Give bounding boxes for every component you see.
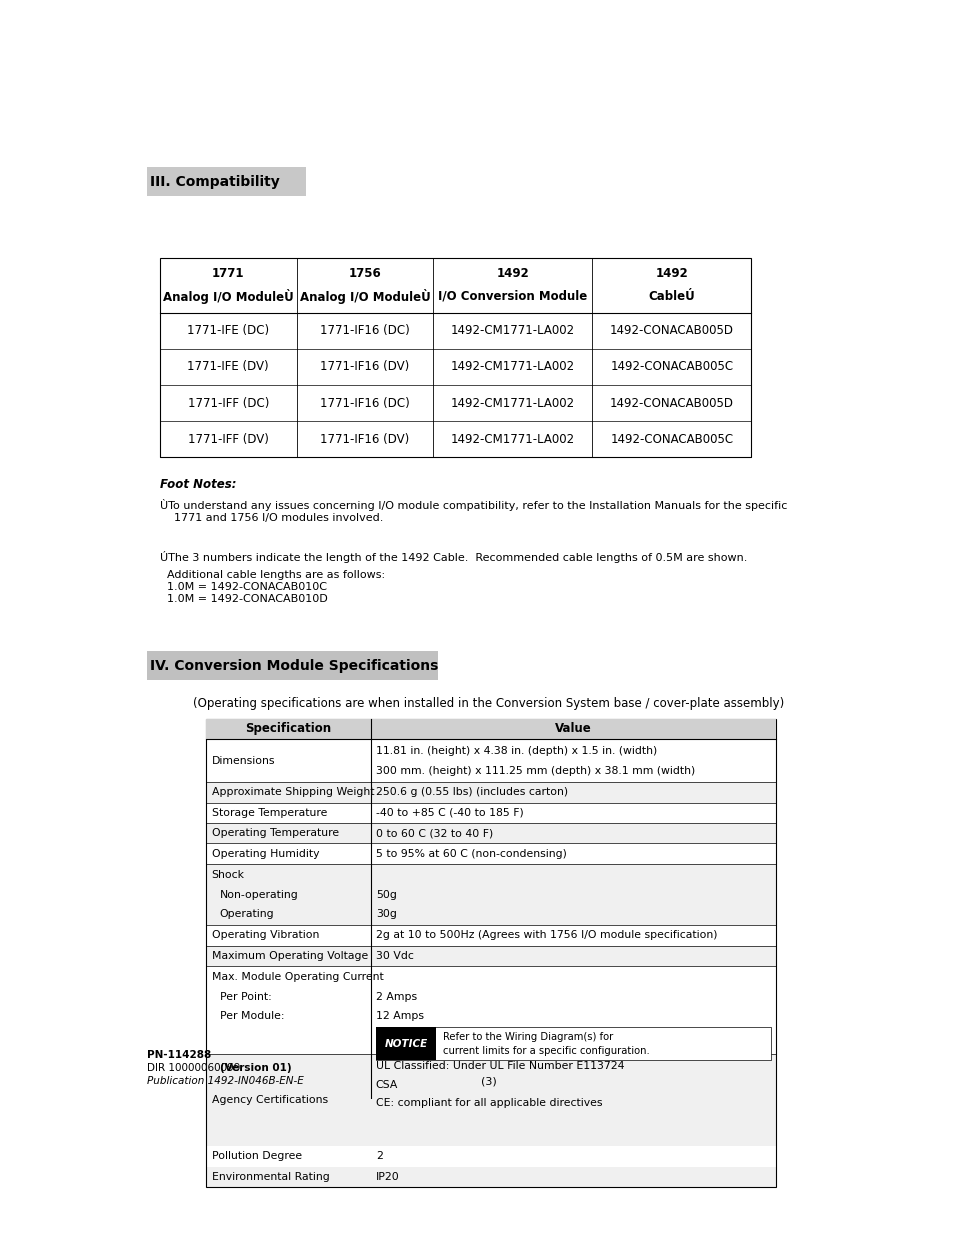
Bar [206, 1055, 775, 1146]
Text: 1492-CONACAB005D: 1492-CONACAB005D [609, 325, 733, 337]
Bar [206, 782, 775, 803]
Bar [206, 719, 775, 1187]
Text: 0 to 60 C (32 to 40 F): 0 to 60 C (32 to 40 F) [375, 829, 493, 839]
Bar [147, 167, 306, 196]
Text: 1492: 1492 [497, 267, 529, 279]
Text: 2 Amps: 2 Amps [375, 992, 416, 1002]
Text: 1492-CONACAB005C: 1492-CONACAB005C [610, 361, 733, 373]
Text: 1771-IF16 (DC): 1771-IF16 (DC) [320, 396, 410, 410]
Text: -40 to +85 C (-40 to 185 F): -40 to +85 C (-40 to 185 F) [375, 808, 523, 818]
Text: 1492-CM1771-LA002: 1492-CM1771-LA002 [451, 396, 575, 410]
Text: Additional cable lengths are as follows:
  1.0M = 1492-CONACAB010C
  1.0M = 1492: Additional cable lengths are as follows:… [160, 571, 385, 604]
Text: PN-114288: PN-114288 [147, 1050, 212, 1060]
Bar [375, 1028, 770, 1060]
Text: Specification: Specification [245, 722, 332, 736]
Text: (Version 01): (Version 01) [219, 1063, 291, 1073]
Text: CE: compliant for all applicable directives: CE: compliant for all applicable directi… [375, 1098, 601, 1108]
Text: 2g at 10 to 500Hz (Agrees with 1756 I/O module specification): 2g at 10 to 500Hz (Agrees with 1756 I/O … [375, 930, 717, 941]
Text: 1492: 1492 [655, 267, 687, 279]
Text: 1771: 1771 [212, 267, 244, 279]
Text: 5 to 95% at 60 C (non-condensing): 5 to 95% at 60 C (non-condensing) [375, 848, 566, 858]
Text: Dimensions: Dimensions [212, 756, 274, 766]
Text: IP20: IP20 [375, 1172, 399, 1182]
Text: ÚThe 3 numbers indicate the length of the 1492 Cable.  Recommended cable lengths: ÚThe 3 numbers indicate the length of th… [160, 551, 746, 563]
Text: DIR 10000060099: DIR 10000060099 [147, 1063, 244, 1073]
Text: Operating Vibration: Operating Vibration [212, 930, 318, 941]
Bar [375, 1028, 436, 1060]
Text: Agency Certifications: Agency Certifications [212, 1095, 328, 1105]
Text: 1492-CONACAB005D: 1492-CONACAB005D [609, 396, 733, 410]
Text: CSA: CSA [375, 1079, 397, 1089]
Text: 1771-IFE (DV): 1771-IFE (DV) [188, 361, 269, 373]
Text: 30g: 30g [375, 909, 396, 919]
Text: 1771-IFF (DV): 1771-IFF (DV) [188, 432, 269, 446]
Text: Value: Value [555, 722, 591, 736]
Text: 50g: 50g [375, 889, 396, 899]
Bar [160, 258, 751, 457]
Text: 1492-CM1771-LA002: 1492-CM1771-LA002 [451, 325, 575, 337]
Text: 1771-IF16 (DC): 1771-IF16 (DC) [320, 325, 410, 337]
Text: 250.6 g (0.55 lbs) (includes carton): 250.6 g (0.55 lbs) (includes carton) [375, 788, 567, 798]
Text: Shock: Shock [212, 871, 244, 881]
Text: 1756: 1756 [349, 267, 381, 279]
Text: 1771-IFF (DC): 1771-IFF (DC) [188, 396, 269, 410]
Text: Environmental Rating: Environmental Rating [212, 1172, 329, 1182]
Text: Analog I/O ModuleÙ: Analog I/O ModuleÙ [163, 289, 294, 304]
Text: Operating Temperature: Operating Temperature [212, 829, 338, 839]
Text: ÙTo understand any issues concerning I/O module compatibility, refer to the Inst: ÙTo understand any issues concerning I/O… [160, 499, 786, 522]
Text: current limits for a specific configuration.: current limits for a specific configurat… [442, 1046, 649, 1056]
Text: IV. Conversion Module Specifications: IV. Conversion Module Specifications [151, 659, 438, 673]
Text: I/O Conversion Module: I/O Conversion Module [437, 290, 587, 303]
Text: 300 mm. (height) x 111.25 mm (depth) x 38.1 mm (width): 300 mm. (height) x 111.25 mm (depth) x 3… [375, 766, 695, 776]
Bar [206, 1167, 775, 1187]
Text: 1771-IFE (DC): 1771-IFE (DC) [187, 325, 269, 337]
Text: Pollution Degree: Pollution Degree [212, 1151, 301, 1161]
Bar [206, 946, 775, 966]
Text: Storage Temperature: Storage Temperature [212, 808, 327, 818]
Bar [147, 651, 437, 679]
Text: Operating Humidity: Operating Humidity [212, 848, 319, 858]
Text: 2: 2 [375, 1151, 382, 1161]
Text: 12 Amps: 12 Amps [375, 1011, 423, 1021]
Text: Max. Module Operating Current: Max. Module Operating Current [212, 972, 383, 982]
Text: Foot Notes:: Foot Notes: [160, 478, 236, 492]
Text: CableÚ: CableÚ [648, 290, 695, 303]
Text: 30 Vdc: 30 Vdc [375, 951, 414, 961]
Text: Operating: Operating [219, 909, 274, 919]
Text: UL Classified: Under UL File Number E113724: UL Classified: Under UL File Number E113… [375, 1061, 623, 1071]
Text: (Operating specifications are when installed in the Conversion System base / cov: (Operating specifications are when insta… [193, 697, 783, 710]
Text: (3): (3) [480, 1077, 497, 1087]
Bar [206, 864, 775, 925]
Text: 1492-CONACAB005C: 1492-CONACAB005C [610, 432, 733, 446]
Text: Approximate Shipping Weight: Approximate Shipping Weight [212, 788, 374, 798]
Text: 1492-CM1771-LA002: 1492-CM1771-LA002 [451, 432, 575, 446]
Text: Refer to the Wiring Diagram(s) for: Refer to the Wiring Diagram(s) for [442, 1031, 613, 1041]
Text: III. Compatibility: III. Compatibility [151, 175, 280, 189]
Text: Per Point:: Per Point: [219, 992, 272, 1002]
Text: 1771-IF16 (DV): 1771-IF16 (DV) [320, 432, 409, 446]
Text: 11.81 in. (height) x 4.38 in. (depth) x 1.5 in. (width): 11.81 in. (height) x 4.38 in. (depth) x … [375, 746, 657, 757]
Bar [206, 823, 775, 844]
Bar [206, 719, 775, 740]
Text: 1492-CM1771-LA002: 1492-CM1771-LA002 [451, 361, 575, 373]
Text: Per Module:: Per Module: [219, 1011, 284, 1021]
Text: NOTICE: NOTICE [384, 1039, 427, 1049]
Text: Analog I/O ModuleÙ: Analog I/O ModuleÙ [299, 289, 430, 304]
Text: 1771-IF16 (DV): 1771-IF16 (DV) [320, 361, 409, 373]
Text: Non-operating: Non-operating [219, 889, 298, 899]
Text: Maximum Operating Voltage: Maximum Operating Voltage [212, 951, 368, 961]
Text: Publication 1492-IN046B-EN-E: Publication 1492-IN046B-EN-E [147, 1077, 304, 1087]
